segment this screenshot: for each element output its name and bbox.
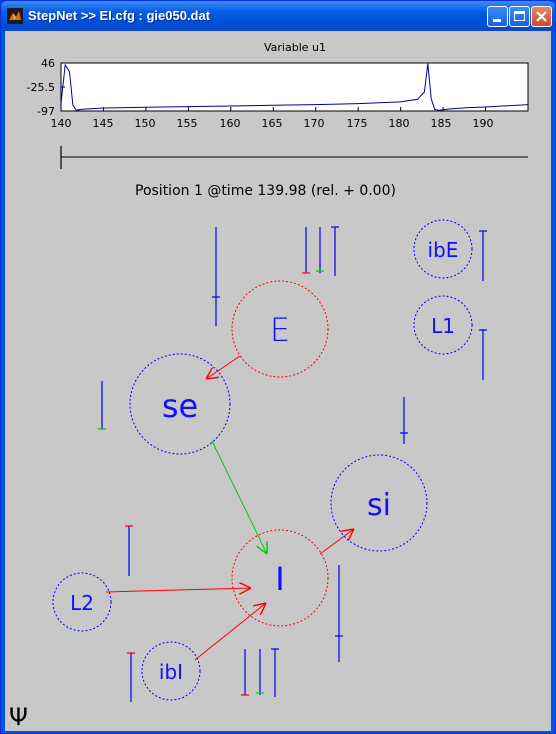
indicator-I — [335, 565, 343, 662]
node-se[interactable]: se — [129, 353, 231, 455]
close-button[interactable] — [531, 6, 552, 27]
edge-E-se — [206, 355, 241, 379]
x-tick-label: 170 — [303, 117, 325, 130]
node-ibI[interactable]: ibI — [141, 641, 201, 701]
x-tick-label: 155 — [176, 117, 198, 130]
node-label: L2 — [70, 591, 94, 615]
y-tick-label: -25.5 — [26, 81, 55, 94]
node-L2[interactable]: L2 — [52, 572, 112, 632]
node-label: si — [367, 488, 391, 523]
node-label: L1 — [431, 314, 455, 338]
matlab-icon — [7, 8, 23, 24]
x-tick-label: 150 — [134, 117, 156, 130]
edge-se-I — [211, 440, 267, 554]
indicator-ibI — [127, 652, 135, 702]
indicator-se — [98, 381, 106, 430]
series-line-u1 — [60, 63, 529, 111]
close-icon — [536, 11, 547, 22]
x-tick-label: 165 — [261, 117, 283, 130]
node-label: ibE — [428, 238, 459, 262]
x-tick-label: 160 — [219, 117, 241, 130]
node-I[interactable]: I — [231, 529, 329, 627]
indicator-E — [212, 227, 220, 326]
edge-L2-I — [105, 588, 251, 592]
plot-axes-box — [60, 62, 529, 112]
y-tick-label: -97 — [37, 105, 55, 118]
time-slider[interactable] — [5, 141, 551, 171]
maximize-icon — [514, 11, 525, 21]
node-label: E — [270, 311, 290, 349]
indicator-L1 — [479, 329, 487, 380]
node-label: I — [275, 560, 284, 598]
node-ibE[interactable]: ibE — [413, 219, 473, 279]
node-E[interactable]: E — [231, 280, 329, 378]
minimize-button[interactable] — [487, 6, 508, 27]
x-tick-label: 185 — [430, 117, 452, 130]
x-tick-label: 175 — [346, 117, 368, 130]
edge-I-si — [319, 529, 354, 555]
x-tick-label: 140 — [50, 117, 72, 130]
window-title: StepNet >> EI.cfg : gie050.dat — [28, 8, 211, 23]
indicator-E-inputs — [302, 226, 339, 276]
x-tick-label: 145 — [92, 117, 114, 130]
node-L1[interactable]: L1 — [413, 295, 473, 355]
position-status: Position 1 @time 139.98 (rel. + 0.00) — [135, 183, 396, 199]
edge-ibI-I — [194, 603, 266, 661]
minimize-icon — [493, 19, 501, 22]
y-tick-label: 46 — [41, 57, 55, 70]
indicator-si — [400, 397, 408, 444]
maximize-button[interactable] — [509, 6, 530, 27]
indicator-L2 — [125, 525, 133, 576]
line-chart — [60, 62, 529, 112]
node-si[interactable]: si — [330, 454, 428, 552]
x-tick-label: 190 — [472, 117, 494, 130]
psi-logo: Ψ — [9, 703, 28, 731]
title-bar[interactable]: StepNet >> EI.cfg : gie050.dat — [1, 1, 555, 31]
plot-title: Variable u1 — [263, 41, 326, 54]
network-diagram: E se I si L2 ibI — [9, 219, 487, 731]
x-tick-label: 180 — [388, 117, 410, 130]
node-label: ibI — [159, 660, 183, 684]
figure-area: Variable u1 46 -25.5 -97 140 145 150 155… — [5, 31, 551, 731]
indicator-ibE — [479, 230, 487, 281]
node-label: se — [162, 387, 198, 425]
indicator-I-inputs — [241, 648, 279, 697]
